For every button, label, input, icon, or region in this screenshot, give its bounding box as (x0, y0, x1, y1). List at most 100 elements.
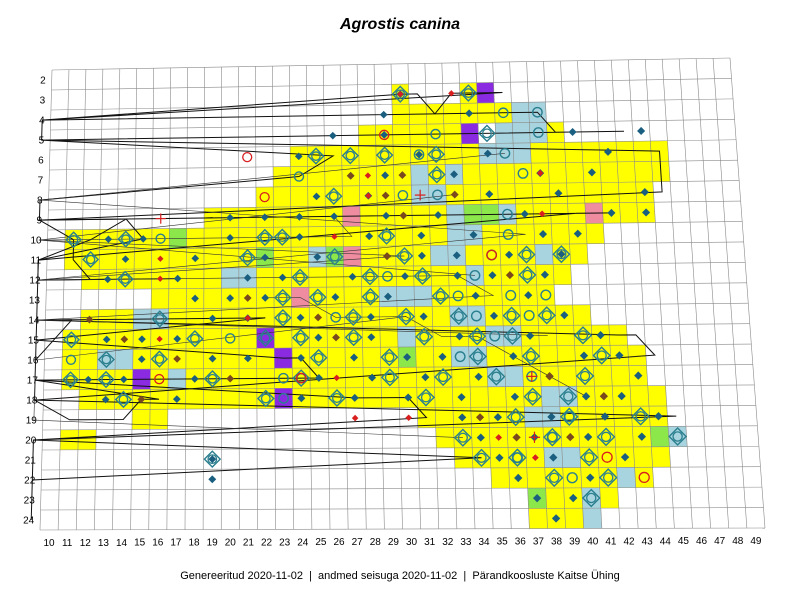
lightblue-cell (451, 346, 470, 367)
yellow-cell (528, 508, 548, 529)
diamond-symbol (434, 211, 443, 220)
row-label: 5 (39, 136, 45, 147)
ring-diamond-symbol (523, 387, 542, 406)
yellow-cell (393, 144, 411, 166)
yellow-cell (394, 185, 412, 206)
row-label: 10 (30, 236, 42, 247)
diamond-symbol (381, 171, 390, 180)
diamond-symbol (579, 351, 589, 360)
yellow-cell (290, 186, 308, 207)
ring-circle-symbol (118, 394, 129, 405)
diamond-symbol (191, 294, 199, 303)
ring-circle-symbol (379, 150, 390, 160)
ring-diamond-symbol (559, 387, 578, 406)
diamond-symbol (514, 473, 523, 483)
coastline-borders (30, 92, 677, 521)
ring-circle-symbol (365, 271, 375, 282)
ring-diamond-symbol (517, 245, 536, 264)
ring-diamond-symbol (361, 287, 380, 306)
yellow-cell (255, 186, 274, 208)
red-circle-symbol (378, 129, 390, 141)
yellow-cell (185, 388, 204, 410)
brown-diamond-symbol (85, 315, 94, 324)
diamond-symbol (505, 250, 514, 259)
diamond-symbol (379, 110, 388, 119)
yellow-cell (472, 447, 491, 468)
ring-diamond-symbol (415, 327, 434, 346)
ring-diamond-symbol (256, 329, 275, 347)
occurrence-symbols (61, 84, 688, 523)
ring-diamond-symbol (274, 308, 292, 327)
ring-diamond-symbol (544, 468, 564, 488)
ring-circle-symbol (331, 393, 342, 404)
column-label: 12 (80, 538, 92, 549)
yellow-cell (342, 185, 360, 207)
ring-circle-symbol (190, 333, 200, 344)
column-label: 26 (334, 537, 346, 548)
yellow-cell (486, 346, 505, 367)
ring-circle-symbol (482, 128, 492, 139)
grid-line-horizontal (46, 262, 746, 271)
ring-diamond-symbol (478, 124, 496, 143)
circle-symbol (330, 311, 342, 323)
diamond-symbol (557, 250, 566, 259)
yellow-cell (432, 306, 451, 327)
circle-symbol (566, 472, 578, 484)
yellow-cell (514, 183, 533, 204)
circle-symbol (532, 106, 543, 118)
ring-diamond-symbol (307, 147, 325, 165)
diamond-symbol (226, 213, 234, 222)
ring-circle-symbol (399, 251, 410, 261)
ring-diamond-symbol (397, 307, 416, 326)
yellow-cell (77, 429, 97, 450)
diamond-symbol (419, 312, 428, 321)
diamond-symbol (404, 393, 413, 402)
diamond-symbol (634, 371, 643, 380)
ring-diamond-symbol (487, 367, 506, 386)
ring-circle-symbol (277, 292, 288, 303)
diamond-symbol (607, 208, 616, 217)
ring-circle-symbol (120, 274, 130, 284)
lightblue-cell (414, 286, 433, 307)
ring-diamond-symbol (413, 267, 432, 285)
yellow-cell (518, 264, 537, 286)
yellow-cell (502, 305, 521, 326)
lightblue-cell (558, 386, 578, 407)
purple-cell (274, 388, 293, 409)
yellow-cell (256, 307, 275, 329)
diamond-symbol (243, 354, 252, 363)
ring-circle-symbol (602, 472, 614, 483)
diamond-symbol (366, 313, 375, 321)
red-circle-symbol (242, 151, 253, 163)
grid-line-vertical (166, 67, 171, 530)
lightblue-cell (616, 467, 636, 488)
column-label: 40 (587, 536, 599, 547)
column-label: 16 (152, 538, 164, 549)
yellow-cell (375, 144, 394, 166)
lightblue-cell (582, 508, 602, 529)
yellow-cell (461, 143, 480, 165)
diamond-symbol (457, 393, 466, 402)
diamond-symbol (551, 514, 561, 523)
diamond-symbol (581, 392, 591, 401)
brown-diamond-symbol (243, 294, 252, 302)
ring-diamond-symbol (573, 326, 593, 345)
grid-line-vertical (94, 69, 104, 530)
ring-circle-symbol (384, 352, 395, 363)
ring-diamond-symbol (380, 368, 399, 387)
row-label: 11 (31, 256, 42, 267)
yellow-cell (435, 427, 455, 448)
yellow-cell (377, 225, 396, 247)
ring-diamond-symbol (292, 369, 311, 387)
yellow-cell (463, 184, 481, 205)
column-label: 20 (225, 537, 237, 548)
ring-diamond-symbol (472, 448, 491, 468)
yellow-cell (449, 285, 468, 307)
ring-diamond-symbol (427, 165, 446, 184)
map-footer: Genereeritud 2020-11-02 | andmed seisuga… (180, 570, 620, 582)
yellow-cell (539, 345, 558, 367)
grid-line-vertical (130, 68, 138, 530)
county-border (38, 194, 475, 276)
yellow-cell (169, 248, 187, 269)
grid-line-horizontal (45, 323, 750, 331)
